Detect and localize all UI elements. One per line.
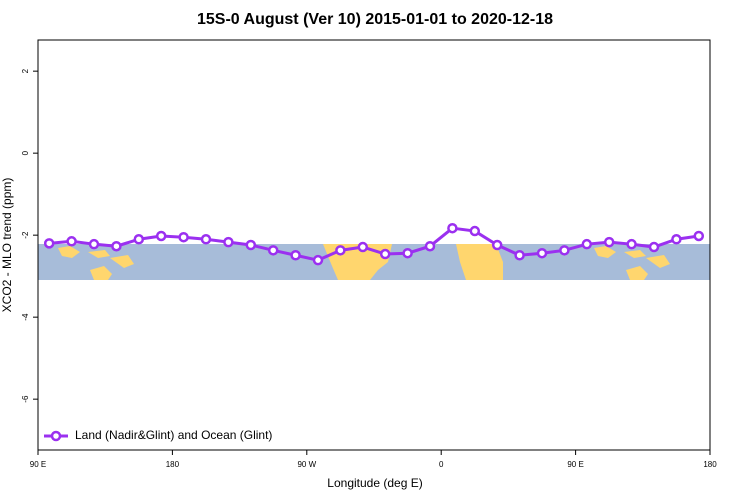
data-point (200, 234, 212, 245)
data-point (603, 236, 615, 248)
data-point (88, 238, 100, 250)
plot-frame (37, 39, 711, 451)
data-point (312, 254, 324, 266)
data-point (402, 247, 413, 259)
x-tick-label: 180 (703, 460, 717, 469)
data-point (424, 240, 436, 252)
y-tick-label: 2 (21, 68, 30, 73)
y-tick-label: -6 (21, 395, 30, 403)
x-tick-label: 180 (166, 460, 180, 469)
x-tick-label: 90 E (30, 460, 46, 469)
data-point (155, 230, 167, 242)
data-point (671, 234, 682, 245)
data-point (514, 250, 525, 261)
data-point (245, 239, 257, 251)
legend-label: Land (Nadir&Glint) and Ocean (Glint) (75, 428, 272, 442)
data-point (559, 245, 570, 256)
data-point (491, 239, 503, 251)
data-point (648, 241, 660, 253)
data-point (335, 245, 346, 256)
data-point (447, 222, 458, 234)
y-axis-label: XCO2 - MLO trend (ppm) (0, 178, 14, 313)
data-point (469, 225, 481, 237)
data-point (581, 238, 593, 250)
y-tick-label: -2 (21, 231, 30, 239)
data-point (133, 234, 145, 245)
data-point (43, 238, 55, 249)
y-tick-label: 0 (21, 150, 30, 155)
data-point (66, 236, 77, 247)
y-tick-label: -4 (21, 313, 30, 321)
data-point (626, 238, 637, 250)
data-point (693, 230, 705, 242)
data-point (379, 248, 391, 260)
data-point (178, 231, 189, 243)
legend-marker (50, 430, 62, 442)
data-point (357, 241, 369, 253)
data-point (111, 240, 122, 252)
chart-title: 15S-0 August (Ver 10) 2015-01-01 to 2020… (197, 11, 553, 28)
data-point (223, 236, 234, 248)
x-tick-label: 0 (439, 460, 444, 469)
x-axis-label: Longitude (deg E) (327, 476, 422, 490)
data-point (290, 250, 301, 261)
x-tick-label: 90 W (297, 460, 316, 469)
data-point (536, 247, 548, 259)
data-point (267, 245, 279, 256)
x-tick-label: 90 E (567, 460, 583, 469)
